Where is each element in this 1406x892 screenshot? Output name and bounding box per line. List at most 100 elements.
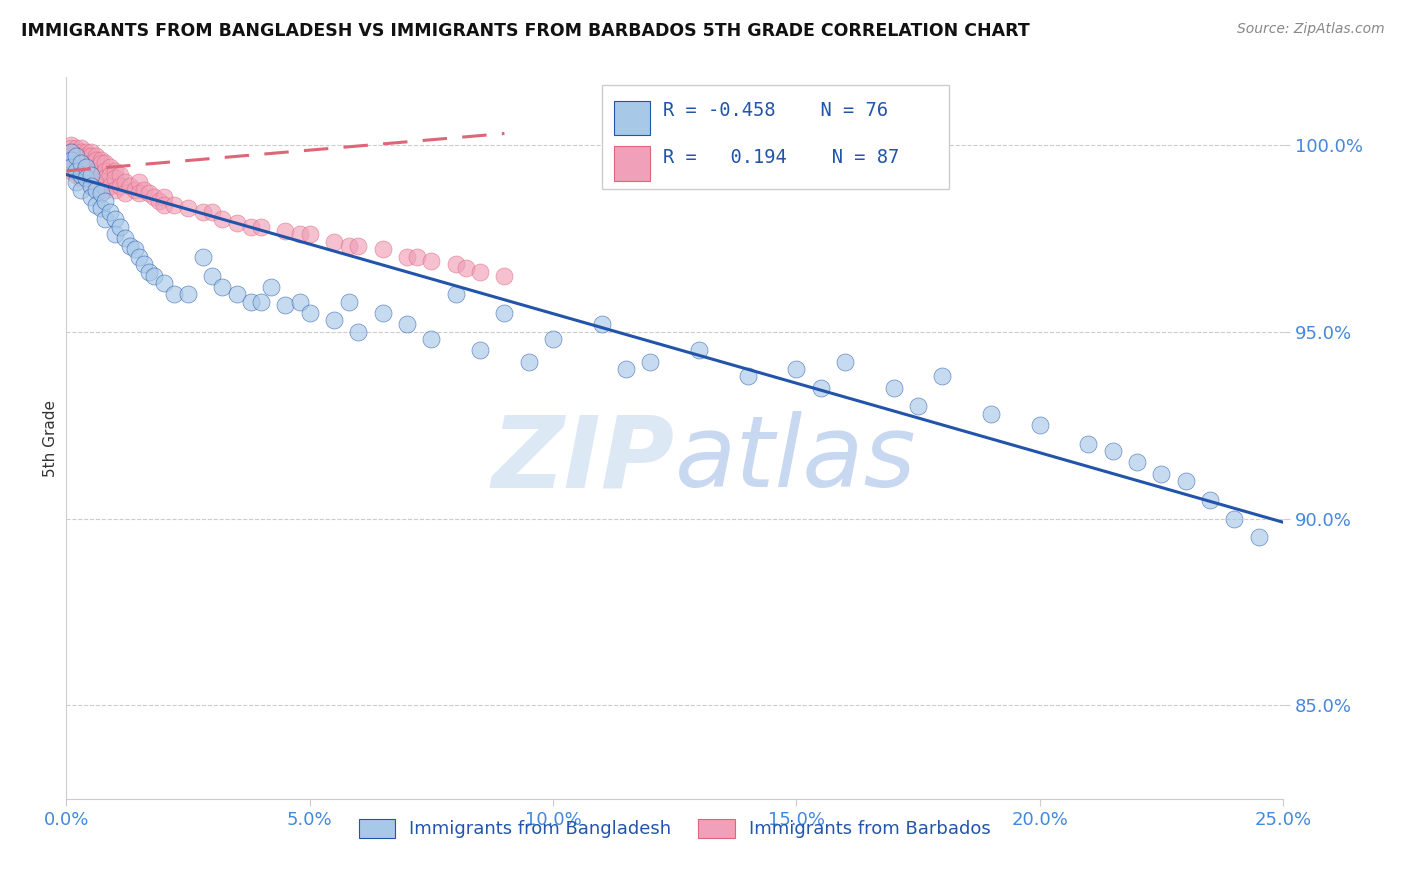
- Point: [240, 294, 263, 309]
- Point: [1199, 492, 1222, 507]
- Point: [640, 354, 662, 368]
- Point: [225, 287, 247, 301]
- Point: [688, 343, 710, 358]
- Point: [118, 238, 141, 252]
- Point: [75, 145, 97, 160]
- Point: [75, 168, 97, 182]
- Point: [94, 183, 117, 197]
- Point: [75, 149, 97, 163]
- Point: [1126, 455, 1149, 469]
- Point: [98, 160, 121, 174]
- Point: [65, 164, 87, 178]
- Point: [240, 219, 263, 234]
- Point: [211, 212, 233, 227]
- Y-axis label: 5th Grade: 5th Grade: [44, 400, 58, 476]
- Point: [60, 149, 83, 163]
- Point: [60, 145, 83, 160]
- FancyBboxPatch shape: [614, 146, 651, 180]
- Point: [65, 153, 87, 167]
- Point: [274, 298, 297, 312]
- Point: [517, 354, 540, 368]
- Point: [152, 197, 174, 211]
- Point: [323, 235, 346, 249]
- Point: [94, 164, 117, 178]
- Point: [1101, 444, 1123, 458]
- Point: [834, 354, 856, 368]
- Point: [60, 160, 83, 174]
- Point: [250, 219, 273, 234]
- Point: [70, 153, 93, 167]
- Point: [70, 171, 93, 186]
- Point: [80, 156, 103, 170]
- Text: R = -0.458    N = 76: R = -0.458 N = 76: [662, 102, 887, 120]
- Point: [89, 153, 111, 167]
- Text: atlas: atlas: [675, 411, 917, 508]
- Point: [396, 250, 419, 264]
- Point: [323, 313, 346, 327]
- Point: [70, 156, 93, 170]
- Point: [1029, 418, 1052, 433]
- Point: [84, 175, 107, 189]
- Point: [371, 306, 394, 320]
- Point: [152, 276, 174, 290]
- Point: [84, 197, 107, 211]
- Point: [420, 253, 443, 268]
- Point: [288, 227, 311, 242]
- Point: [98, 205, 121, 219]
- Point: [70, 183, 93, 197]
- Point: [65, 156, 87, 170]
- Point: [89, 168, 111, 182]
- Point: [128, 250, 150, 264]
- Point: [1247, 530, 1270, 544]
- Point: [883, 381, 905, 395]
- Text: R =   0.194    N = 87: R = 0.194 N = 87: [662, 148, 898, 167]
- Point: [124, 183, 146, 197]
- Point: [80, 145, 103, 160]
- Point: [60, 164, 83, 178]
- Point: [1150, 467, 1173, 481]
- Point: [907, 400, 929, 414]
- Point: [80, 171, 103, 186]
- Point: [591, 317, 613, 331]
- Point: [162, 287, 184, 301]
- Point: [108, 178, 131, 193]
- Point: [84, 183, 107, 197]
- Point: [60, 156, 83, 170]
- Point: [444, 257, 467, 271]
- Point: [444, 287, 467, 301]
- Point: [288, 294, 311, 309]
- Legend: Immigrants from Bangladesh, Immigrants from Barbados: Immigrants from Bangladesh, Immigrants f…: [353, 814, 997, 844]
- Point: [104, 171, 127, 186]
- Point: [143, 190, 166, 204]
- Point: [94, 194, 117, 208]
- Point: [298, 227, 321, 242]
- Point: [177, 201, 200, 215]
- Point: [162, 197, 184, 211]
- Point: [75, 153, 97, 167]
- Point: [104, 164, 127, 178]
- Point: [75, 171, 97, 186]
- Point: [94, 171, 117, 186]
- Point: [1077, 436, 1099, 450]
- Point: [541, 332, 564, 346]
- Point: [89, 186, 111, 201]
- Point: [191, 205, 214, 219]
- Point: [405, 250, 427, 264]
- Point: [70, 145, 93, 160]
- Point: [60, 153, 83, 167]
- Point: [75, 160, 97, 174]
- Point: [104, 227, 127, 242]
- Point: [931, 369, 953, 384]
- Point: [494, 306, 516, 320]
- Text: IMMIGRANTS FROM BANGLADESH VS IMMIGRANTS FROM BARBADOS 5TH GRADE CORRELATION CHA: IMMIGRANTS FROM BANGLADESH VS IMMIGRANTS…: [21, 22, 1029, 40]
- Point: [134, 257, 156, 271]
- Point: [114, 186, 136, 201]
- FancyBboxPatch shape: [602, 85, 949, 189]
- Point: [60, 137, 83, 152]
- Point: [65, 160, 87, 174]
- Point: [347, 325, 370, 339]
- Point: [70, 164, 93, 178]
- Point: [80, 178, 103, 193]
- Point: [89, 201, 111, 215]
- Point: [60, 160, 83, 174]
